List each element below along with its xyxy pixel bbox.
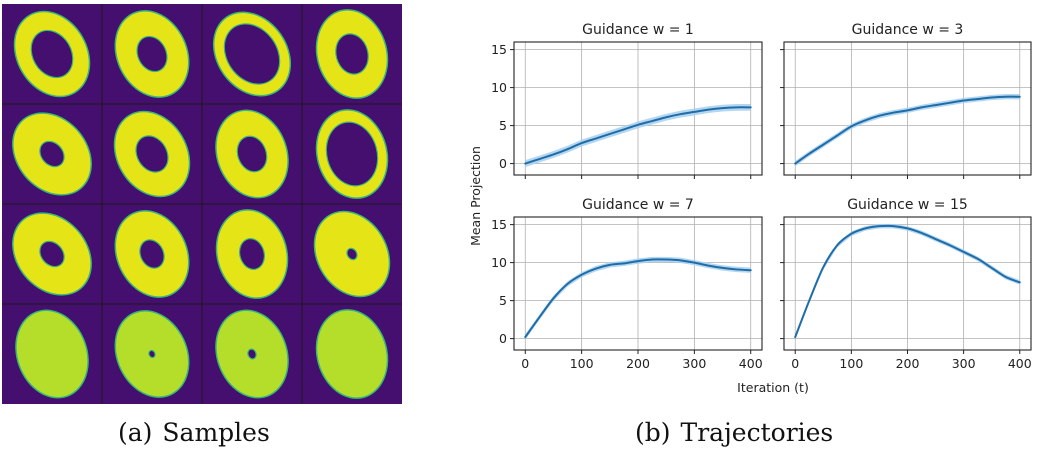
sample-image <box>315 109 389 199</box>
x-tick-label: 300 <box>952 356 976 371</box>
digit-hole <box>140 240 164 268</box>
subplot: Guidance w = 3 <box>780 22 1032 179</box>
sample-image <box>15 309 89 399</box>
sample-image <box>212 11 292 97</box>
x-tick-label: 100 <box>839 356 863 371</box>
subplot: 0 100 200 300 400 Guidance w = 15 <box>780 197 1032 371</box>
y-tick-label: 10 <box>491 255 507 270</box>
subplot: 0 5 10 15 Guidance w = 1 <box>491 22 763 179</box>
y-axis-label: Mean Projection <box>468 146 483 246</box>
sample-image <box>215 309 289 399</box>
x-tick-label: 300 <box>682 356 706 371</box>
caption-text: Samples <box>162 418 270 447</box>
y-tick-label: 0 <box>499 156 507 171</box>
y-tick-label: 15 <box>491 42 507 57</box>
sample-image <box>315 9 389 99</box>
samples-image-grid <box>2 4 402 404</box>
digit-hole <box>224 24 280 84</box>
confidence-band <box>525 103 751 168</box>
digit-hole <box>136 136 168 172</box>
y-tick-label: 5 <box>499 118 507 133</box>
sample-image <box>113 110 191 198</box>
caption-samples: (a) Samples <box>118 418 270 447</box>
subplot-title: Guidance w = 1 <box>582 22 694 38</box>
caption-trajectories: (b) Trajectories <box>635 418 833 447</box>
y-tick-label: 0 <box>499 331 507 346</box>
subplot: 0 100 200 300 400 0 5 10 15 Guidance w = 7 <box>491 197 763 371</box>
sample-image <box>215 209 289 299</box>
digit-hole <box>336 34 368 74</box>
digit-hole <box>31 31 73 77</box>
subplot-title: Guidance w = 15 <box>847 197 968 213</box>
digit-hole <box>40 141 64 167</box>
digit-hole <box>40 241 64 267</box>
sample-image <box>13 10 91 98</box>
digit-hole <box>237 136 267 172</box>
digit-hole <box>149 351 155 357</box>
x-tick-label: 200 <box>896 356 920 371</box>
x-tick-label: 400 <box>1008 356 1032 371</box>
digit-hole <box>240 239 264 269</box>
sample-image <box>313 210 391 298</box>
x-tick-label: 100 <box>570 356 594 371</box>
sample-image <box>114 10 190 98</box>
x-tick-label: 400 <box>739 356 763 371</box>
sample-image <box>114 210 190 298</box>
caption-tag: (a) <box>118 418 153 447</box>
series-line <box>794 95 1021 165</box>
y-tick-label: 15 <box>491 217 507 232</box>
digit-hole <box>137 37 167 71</box>
series-line <box>794 224 1021 339</box>
digit-hole <box>326 122 378 186</box>
y-tick-label: 10 <box>491 80 507 95</box>
subplot-title: Guidance w = 3 <box>852 22 964 38</box>
x-tick-label: 200 <box>626 356 650 371</box>
sample-image <box>315 309 389 399</box>
confidence-band <box>795 94 1020 167</box>
digit-hole <box>347 248 357 260</box>
x-tick-label: 0 <box>791 356 799 371</box>
digit-hole <box>248 349 256 359</box>
caption-text: Trajectories <box>680 418 834 447</box>
sample-image <box>12 112 92 196</box>
y-tick-label: 5 <box>499 293 507 308</box>
sample-image <box>12 212 92 296</box>
sample-image <box>114 310 190 398</box>
digit-stroke <box>317 310 387 398</box>
x-tick-label: 0 <box>521 356 529 371</box>
subplot-title: Guidance w = 7 <box>582 197 694 213</box>
series-line <box>524 258 752 339</box>
x-axis-label: Iteration (t) <box>737 380 809 395</box>
digit-stroke <box>16 311 88 397</box>
caption-tag: (b) <box>635 418 671 447</box>
sample-image <box>215 109 289 199</box>
series-line <box>524 106 752 165</box>
